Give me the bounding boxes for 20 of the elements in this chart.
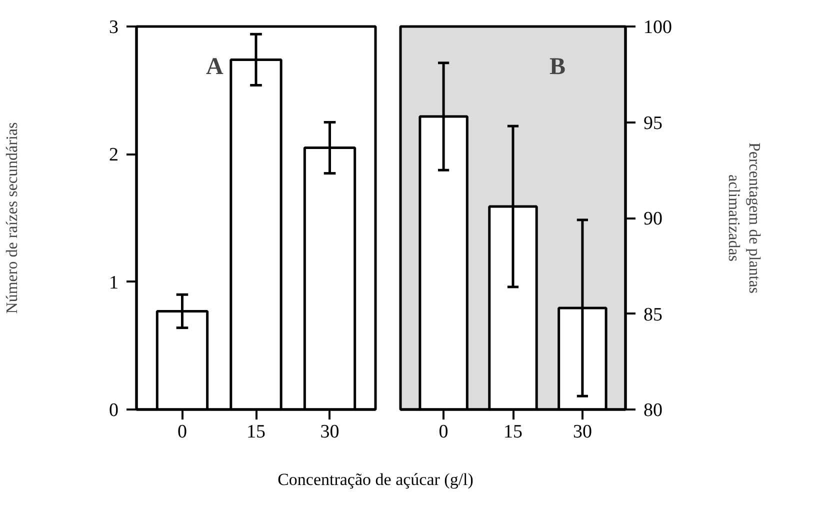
y2-tick-label: 100 — [644, 17, 672, 38]
x-axis-title: Concentração de açúcar (g/l) — [278, 470, 474, 489]
x-tick-label: 30 — [572, 422, 592, 442]
x-tick-label: 15 — [246, 422, 266, 442]
y2-tick-label: 85 — [644, 304, 662, 326]
y2-tick-label: 95 — [644, 112, 662, 134]
y-axis-title: Número de raízes secundárias — [4, 122, 21, 314]
y2-tick-label: 80 — [644, 400, 662, 421]
y-tick-label: 2 — [109, 144, 118, 166]
x-tick-label: 0 — [177, 422, 187, 442]
annotation: B — [549, 54, 566, 80]
y2-axis-title: Percentagem de plantas aclimatizadas — [725, 142, 762, 294]
x-tick-label: 15 — [504, 422, 522, 442]
annotation: A — [206, 54, 224, 80]
y-tick-label: 1 — [109, 272, 118, 294]
x-tick-label: 30 — [320, 422, 340, 442]
y-tick-label: 3 — [109, 17, 118, 38]
y2-tick-label: 90 — [644, 208, 662, 230]
y-tick-label: 0 — [109, 400, 118, 421]
x-tick-label: 0 — [438, 422, 448, 442]
